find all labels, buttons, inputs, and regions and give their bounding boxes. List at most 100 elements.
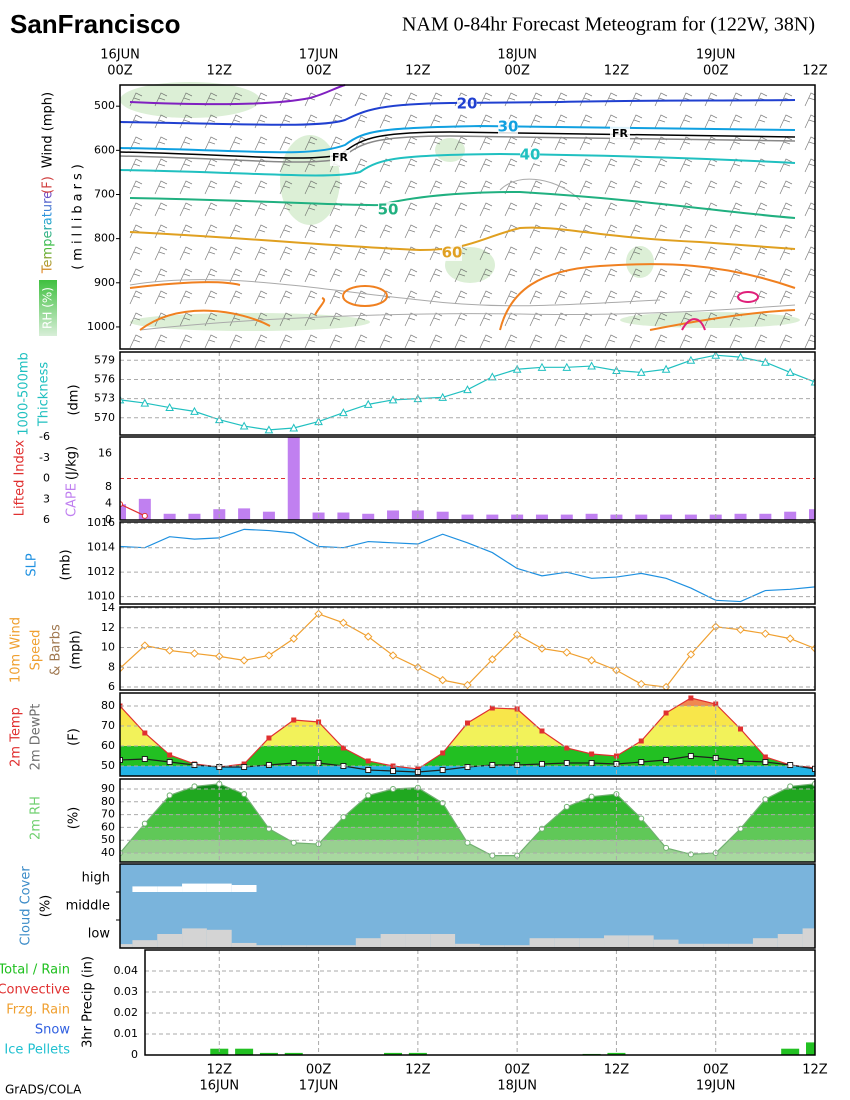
y2-tick-label: 8 <box>105 480 112 493</box>
x-tick-label: 12Z <box>604 1063 630 1078</box>
precip-bar <box>408 1052 427 1055</box>
y-tick-label: 500 <box>94 99 115 112</box>
area-band <box>120 853 815 862</box>
y-tick-label: 90 <box>101 782 115 795</box>
x-day-label: 17JUN <box>299 48 339 63</box>
cape-bar <box>262 511 275 520</box>
cloud-background <box>120 864 815 948</box>
cloud-low <box>504 945 530 948</box>
cape-bar <box>362 513 375 520</box>
y-axis-title: (mb) <box>59 549 74 580</box>
x-tick-label: 00Z <box>306 1063 332 1078</box>
x-tick-label: 12Z <box>802 1063 828 1078</box>
tier-label: low <box>88 927 111 942</box>
panel-frame <box>119 692 816 777</box>
marker <box>537 362 547 371</box>
y-tick-label: 570 <box>94 411 115 424</box>
x-tick-label: 12Z <box>604 64 630 79</box>
marker <box>488 655 497 664</box>
cloud-low <box>653 939 679 948</box>
marker <box>165 646 174 655</box>
y-tick-label: 0.02 <box>114 1006 139 1019</box>
marker <box>167 752 173 758</box>
cape-bar <box>287 437 300 520</box>
marker <box>636 367 646 376</box>
precip-bar <box>806 1042 815 1055</box>
marker <box>563 803 570 810</box>
cloud-low <box>455 943 480 948</box>
y-tick-label: 10 <box>101 641 115 654</box>
cape-bar <box>461 514 474 520</box>
cape-bar <box>337 512 350 520</box>
legend-label: Frzg. Rain <box>6 1003 70 1018</box>
marker <box>663 844 670 851</box>
panel-frame <box>119 521 816 605</box>
y2-tick-label: 4 <box>105 496 112 509</box>
marker <box>440 750 446 756</box>
marker <box>141 756 148 762</box>
marker <box>489 852 496 859</box>
panel-plot <box>120 352 815 434</box>
marker <box>339 618 348 628</box>
marker <box>363 399 373 408</box>
marker <box>762 759 769 765</box>
marker <box>638 815 645 822</box>
y-tick-label: 1010 <box>87 590 115 603</box>
contour-label-bg <box>442 245 462 261</box>
marker <box>289 634 298 643</box>
marker <box>564 745 570 751</box>
y-axis-title: CAPE <box>65 483 80 517</box>
marker <box>810 377 815 386</box>
y-tick-label: 900 <box>94 276 115 289</box>
panel-frame <box>119 84 816 350</box>
panel-plot <box>120 864 815 948</box>
marker <box>241 764 248 770</box>
y-tick-label: 80 <box>101 699 115 712</box>
contour-label-bg <box>330 150 350 166</box>
x-day-label: 18JUN <box>497 1079 537 1094</box>
marker <box>388 395 398 404</box>
x-day-label: 16JUN <box>199 1079 239 1094</box>
marker <box>663 710 669 716</box>
y-axis-title: (dm) <box>67 384 82 415</box>
y-axis-title: 3hr Precip (in) <box>81 956 96 1048</box>
marker <box>537 644 547 653</box>
y-tick-label: 80 <box>101 795 115 808</box>
marker <box>140 398 150 407</box>
cloud-low <box>405 934 431 948</box>
x-tick-label: 00Z <box>504 1063 530 1078</box>
cape-bar <box>635 514 648 520</box>
panel-plot <box>120 437 815 520</box>
y-axis-title: Lifted Index <box>13 439 28 516</box>
marker <box>191 783 198 790</box>
marker <box>166 792 173 799</box>
page-subtitle: NAM 0-84hr Forecast Meteogram for (122W,… <box>402 14 815 36</box>
panel-line: 570 573 576 579 <box>94 351 816 436</box>
marker <box>120 757 123 763</box>
legend-label: Snow <box>35 1023 70 1038</box>
x-day-label: 16JUN <box>100 48 140 63</box>
y-axis-title: Wind (mph) <box>41 92 56 168</box>
cape-bar <box>684 514 697 520</box>
marker <box>785 634 795 643</box>
marker <box>539 728 545 734</box>
precip-bar <box>781 1048 800 1055</box>
marker <box>812 766 815 772</box>
series-line <box>120 503 146 517</box>
marker <box>688 695 694 701</box>
marker <box>738 726 744 732</box>
panel-frame <box>119 778 816 863</box>
y-axis-title: (%) <box>39 895 54 918</box>
y-axis-title: (millibars) <box>71 160 86 270</box>
cloud-low <box>579 938 605 948</box>
marker <box>388 651 398 660</box>
y-axis-title: Thickness <box>37 362 52 427</box>
marker <box>190 649 199 658</box>
cloud-low <box>604 935 629 948</box>
y-tick-label: 70 <box>101 808 115 821</box>
rh-legend-box <box>39 280 57 336</box>
marker <box>290 760 297 766</box>
cloud-high <box>157 886 183 892</box>
y-tick-label: 0 <box>131 1048 138 1061</box>
